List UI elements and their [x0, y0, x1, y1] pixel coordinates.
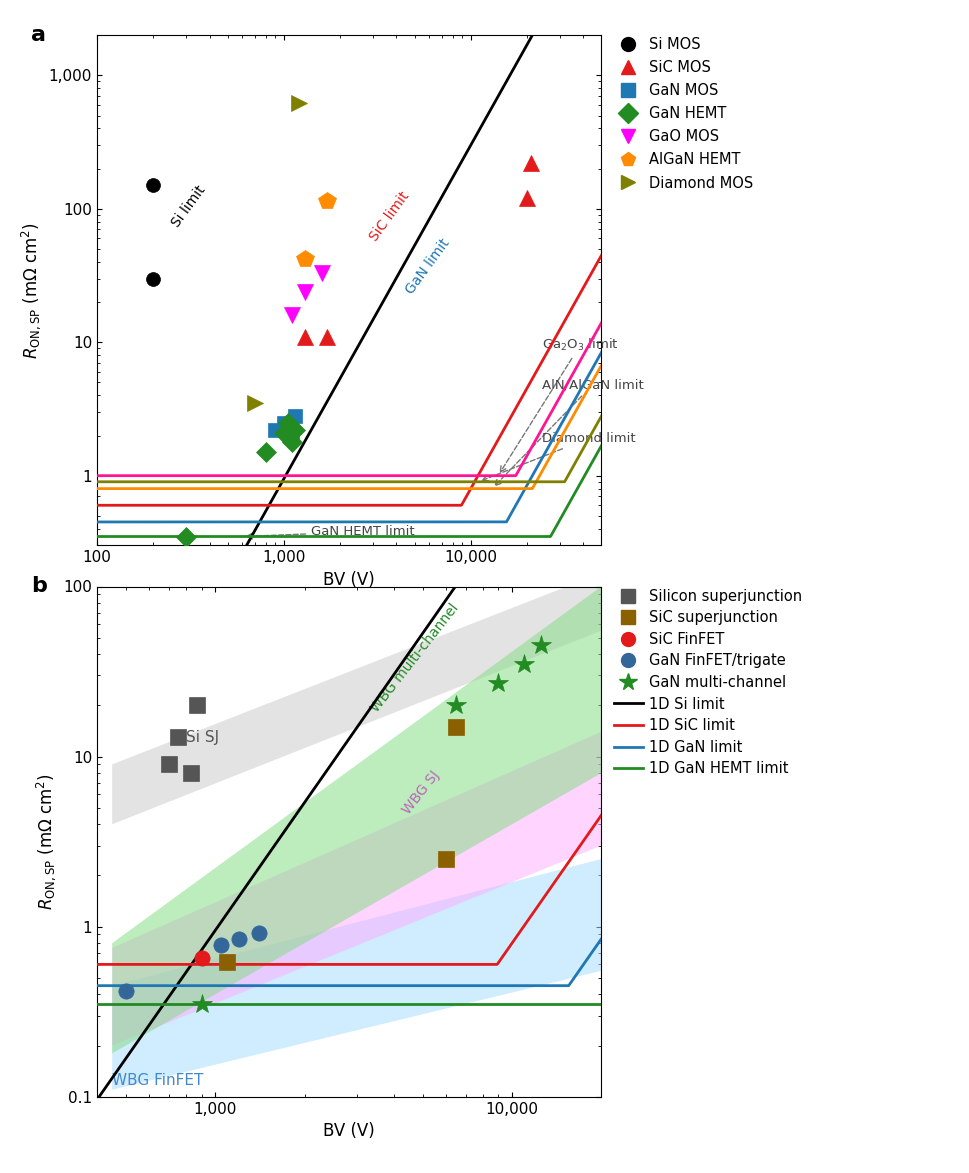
Text: b: b [31, 576, 47, 596]
Polygon shape [112, 586, 601, 1053]
Text: Diamond limit: Diamond limit [482, 432, 635, 481]
X-axis label: BV (V): BV (V) [323, 1123, 375, 1140]
Text: SiC limit: SiC limit [366, 189, 412, 244]
Text: AlN/AlGaN limit: AlN/AlGaN limit [494, 378, 642, 486]
Text: GaN HEMT limit: GaN HEMT limit [246, 526, 415, 538]
Legend: Silicon superjunction, SiC superjunction, SiC FinFET, GaN FinFET/trigate, GaN mu: Silicon superjunction, SiC superjunction… [613, 589, 801, 777]
Y-axis label: $R_\mathrm{ON,SP}$ (m$\Omega$ cm$^2$): $R_\mathrm{ON,SP}$ (m$\Omega$ cm$^2$) [19, 222, 44, 359]
Polygon shape [112, 859, 601, 1090]
Text: WBG FinFET: WBG FinFET [112, 1073, 203, 1087]
Text: Si limit: Si limit [169, 183, 208, 230]
Text: GaN limit: GaN limit [403, 236, 453, 297]
Text: WBG SJ: WBG SJ [400, 768, 443, 818]
Legend: Si MOS, SiC MOS, GaN MOS, GaN HEMT, GaO MOS, AlGaN HEMT, Diamond MOS: Si MOS, SiC MOS, GaN MOS, GaN HEMT, GaO … [613, 38, 752, 190]
X-axis label: BV (V): BV (V) [323, 571, 375, 589]
Text: a: a [31, 25, 47, 45]
Polygon shape [112, 732, 601, 1045]
Y-axis label: $R_\mathrm{ON,SP}$ (m$\Omega$ cm$^2$): $R_\mathrm{ON,SP}$ (m$\Omega$ cm$^2$) [34, 773, 57, 910]
Text: WBG multi-channel: WBG multi-channel [367, 602, 460, 716]
Polygon shape [112, 574, 601, 825]
Text: Ga$_2$O$_3$ limit: Ga$_2$O$_3$ limit [500, 337, 618, 472]
Text: Si SJ: Si SJ [186, 730, 219, 745]
